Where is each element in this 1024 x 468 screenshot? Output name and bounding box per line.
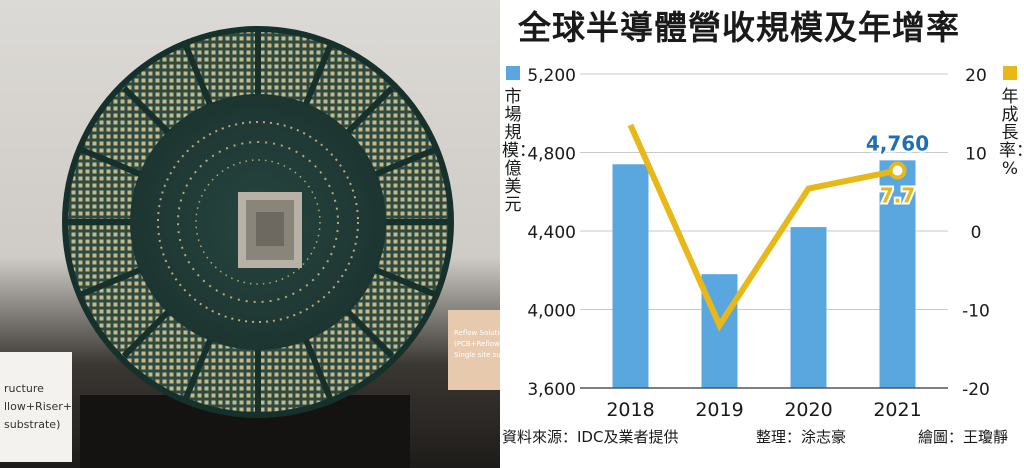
photo-label-line-2: llow+Riser+ bbox=[4, 400, 72, 413]
wafer-board-photo: ructure llow+Riser+ substrate) Reflow So… bbox=[0, 0, 500, 468]
chart-plot: 3,600 -20 4,000 -10 4,400 0 4,800 10 5,200 20 2018… bbox=[527, 66, 990, 420]
wafer-board-illustration: ructure llow+Riser+ substrate) Reflow So… bbox=[0, 26, 500, 468]
line-annotation-2021: 7.7 bbox=[880, 184, 915, 208]
left-tick-label: 3,600 bbox=[527, 380, 576, 400]
line-legend-swatch bbox=[1003, 66, 1017, 80]
bar-2021 bbox=[879, 160, 916, 388]
right-tick-label: -10 bbox=[962, 302, 990, 322]
bar-2020 bbox=[790, 227, 827, 388]
bar-annotation-2021: 4,760 bbox=[866, 131, 929, 155]
photo-card-line-3: Single site substrate bbox=[454, 351, 500, 359]
left-tick-label: 4,400 bbox=[527, 223, 576, 243]
left-tick-label: 4,800 bbox=[527, 145, 576, 165]
left-tick-label: 4,000 bbox=[527, 302, 576, 322]
footer-source: 資料來源：IDC及業者提供 bbox=[502, 428, 679, 446]
bar-2018 bbox=[612, 164, 649, 388]
x-tick-label: 2018 bbox=[606, 399, 654, 420]
growth-rate-line bbox=[627, 123, 899, 332]
photo-card-line-1: Reflow Solution bbox=[454, 329, 500, 337]
right-tick-label: 0 bbox=[971, 223, 982, 243]
left-tick-label: 5,200 bbox=[527, 66, 576, 86]
chart-panel: 全球半導體營收規模及年增率 市場規模：億美元 年成長率：% 3,600-204,… bbox=[500, 0, 1024, 468]
x-tick-label: 2021 bbox=[873, 399, 921, 420]
right-axis-label: 年成長率：% bbox=[999, 87, 1024, 179]
chart-title: 全球半導體營收規模及年增率 bbox=[518, 8, 960, 47]
footer-illustrator: 繪圖：王瓊靜 bbox=[918, 428, 1009, 446]
photo-label-line-3: substrate) bbox=[4, 418, 60, 431]
footer-editor: 整理：涂志豪 bbox=[756, 428, 847, 446]
photo-card-line-2: (PCB+Reflow+Riser+ bbox=[454, 340, 500, 348]
bar-legend-swatch bbox=[506, 66, 520, 80]
right-tick-label: 10 bbox=[965, 145, 987, 165]
photo-label-line-1: ructure bbox=[4, 382, 44, 395]
right-tick-label: -20 bbox=[962, 380, 990, 400]
x-tick-label: 2020 bbox=[784, 399, 832, 420]
growth-rate-marker-2021 bbox=[888, 161, 907, 180]
x-tick-label: 2019 bbox=[695, 399, 743, 420]
right-tick-label: 20 bbox=[965, 66, 987, 86]
